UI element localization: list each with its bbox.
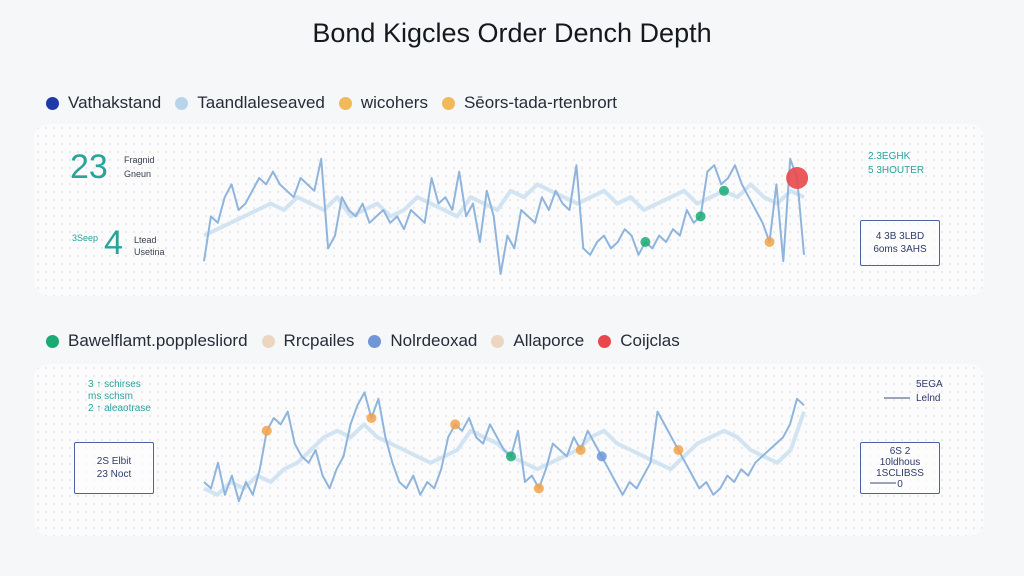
legend-label: Coijclas: [620, 331, 680, 350]
legend-top: Vathakstand Taandlaleseaved wicohers Sēo…: [46, 91, 631, 115]
legend-swatch: [46, 96, 59, 110]
legend-item[interactable]: Allaporce: [491, 331, 584, 351]
data-point-marker[interactable]: [366, 413, 377, 423]
data-point-marker[interactable]: [533, 483, 544, 494]
info-box-line: 1SCLIBSS: [876, 468, 924, 479]
data-point-marker[interactable]: [786, 167, 809, 189]
stat-value: 4: [104, 224, 123, 262]
series-line-0: [203, 391, 805, 503]
legend-label: Rrcpailes: [283, 331, 355, 350]
info-box: 6S 2 10ldhous 1SCLIBSS 0: [860, 442, 940, 494]
legend-swatch: [338, 96, 352, 110]
stat-caption: Fragnid: [124, 155, 155, 165]
series-line-1: [203, 410, 806, 497]
side-label: 2 ↑ aleaotrase: [88, 403, 151, 414]
info-box: 4 3B 3LBD 6oms 3AHS: [860, 220, 940, 266]
legend-label: Nolrdeoxad: [390, 331, 478, 350]
legend-label: Bawelflamt.popplesliord: [68, 331, 248, 350]
legend-swatch: [598, 334, 612, 348]
legend-label: Allaporce: [513, 331, 585, 350]
legend-swatch: [491, 334, 505, 348]
legend-label: Taandlaleseaved: [197, 93, 325, 112]
line-chart-top: [203, 157, 809, 275]
series-line-0: [203, 157, 805, 275]
chart-panel-bottom: 3 ↑ schirses ms schsm 2 ↑ aleaotrase 2S …: [34, 364, 984, 536]
legend-label: Vathakstand: [68, 93, 162, 112]
chart-panel-top: 23 Fragnid Gneun 3Seep 4 Ltead Usetina 2…: [34, 124, 984, 296]
legend-item[interactable]: Taandlaleseaved: [175, 93, 325, 113]
legend-bottom: Bawelflamt.popplesliord Rrcpailes Nolrde…: [46, 329, 694, 353]
data-point-marker[interactable]: [506, 451, 516, 462]
legend-swatch: [441, 96, 455, 110]
data-point-marker[interactable]: [450, 419, 461, 430]
legend-label: wicohers: [360, 93, 428, 112]
stat-value: 23: [70, 148, 108, 186]
legend-item[interactable]: Rrcpailes: [261, 331, 355, 351]
data-point-marker[interactable]: [695, 211, 706, 222]
legend-item[interactable]: Sēors-tada-rtenbrort: [441, 93, 618, 113]
series-line-1: [203, 182, 805, 238]
legend-item[interactable]: Bawelflamt.popplesliord: [46, 331, 248, 351]
label-dash: [870, 482, 896, 484]
info-box-line: 0: [897, 479, 903, 490]
stat-caption: Usetina: [134, 247, 165, 257]
info-box-line: 6S 2: [889, 446, 911, 457]
side-label: ms schsm: [88, 391, 133, 402]
legend-swatch: [46, 334, 59, 348]
legend-item[interactable]: wicohers: [338, 93, 428, 113]
corner-label: 5EGA: [916, 379, 943, 390]
legend-item[interactable]: Nolrdeoxad: [368, 331, 477, 351]
data-point-marker[interactable]: [719, 185, 729, 196]
label-dash: [884, 397, 910, 399]
corner-label: 5 3HOUTER: [868, 165, 925, 176]
data-point-marker[interactable]: [764, 237, 775, 247]
legend-label: Sēors-tada-rtenbrort: [463, 93, 618, 112]
info-box-line: 4 3B 3LBD: [875, 231, 925, 242]
data-point-marker[interactable]: [640, 237, 651, 247]
data-point-marker[interactable]: [261, 425, 272, 436]
data-point-marker[interactable]: [575, 445, 586, 455]
data-point-marker[interactable]: [673, 445, 684, 455]
chart-title: Bond Kigcles Order Dench Depth: [312, 18, 712, 48]
stat-caption: Gneun: [124, 169, 152, 179]
legend-swatch: [261, 334, 275, 348]
stat-caption: Ltead: [134, 235, 157, 245]
legend-item[interactable]: Coijclas: [598, 331, 680, 351]
legend-swatch: [175, 96, 189, 110]
legend-swatch: [368, 334, 382, 348]
corner-label: 2.3EGHK: [868, 151, 911, 162]
data-point-marker[interactable]: [596, 451, 607, 462]
info-box-line: 2S Elbit: [96, 456, 132, 467]
info-box-line: 23 Noct: [96, 469, 132, 480]
info-box-line: 6oms 3AHS: [873, 244, 927, 255]
line-chart-bottom: [203, 391, 806, 503]
info-box-line: 10ldhous: [879, 457, 921, 468]
corner-label: Lelnd: [916, 393, 941, 404]
side-label: 3 ↑ schirses: [88, 379, 141, 390]
info-box: 2S Elbit 23 Noct: [74, 442, 154, 494]
stat-prefix: 3Seep: [72, 233, 99, 243]
legend-item[interactable]: Vathakstand: [46, 93, 161, 113]
